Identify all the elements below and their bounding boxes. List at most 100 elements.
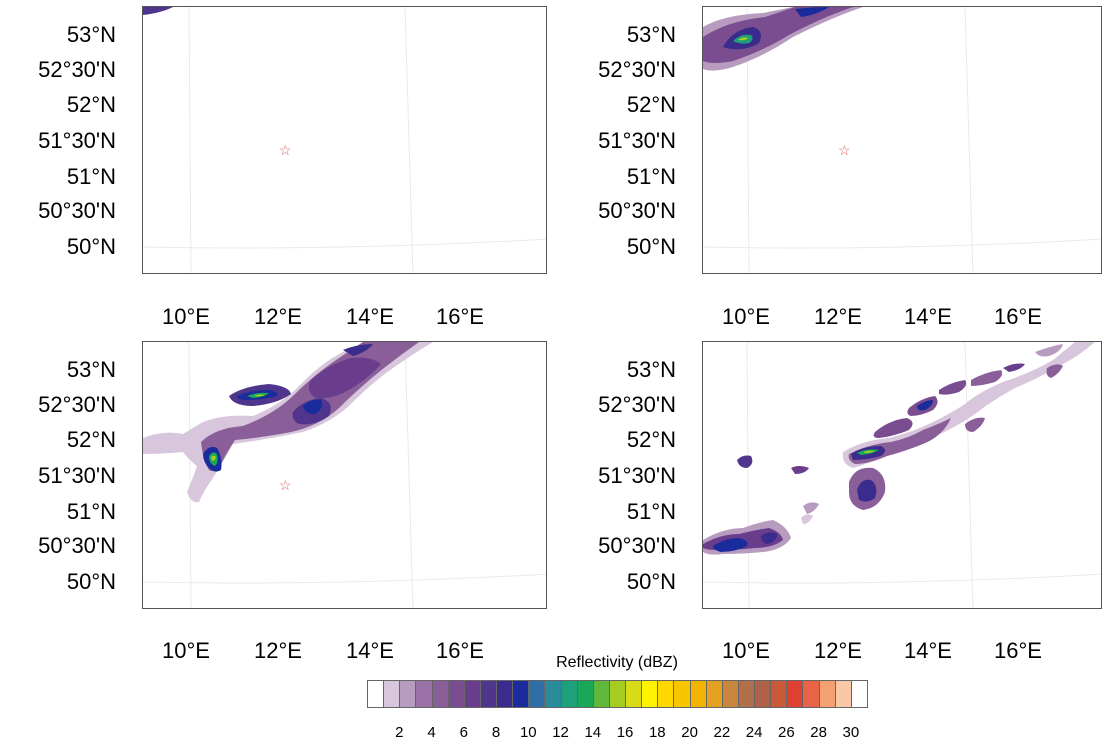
lon-label: 10°E — [162, 304, 210, 329]
graticule-line — [746, 342, 750, 608]
site-star-icon: ☆ — [279, 477, 292, 493]
reflectivity-echo — [917, 400, 933, 411]
reflectivity-echo — [761, 532, 777, 544]
reflectivity-echo — [1046, 364, 1063, 378]
lat-label: 50°N — [626, 569, 676, 594]
reflectivity-echo — [857, 479, 877, 502]
site-star-icon: ☆ — [838, 142, 851, 158]
lon-label: 10°E — [722, 638, 770, 663]
lon-label: 16°E — [994, 638, 1042, 663]
colorbar-swatch — [818, 680, 836, 708]
colorbar-tick-label: 24 — [745, 724, 763, 741]
lat-label: 52°N — [66, 427, 116, 452]
map-frame — [142, 6, 547, 274]
colorbar-swatch — [737, 680, 756, 708]
colorbar-tick-label: 20 — [681, 724, 698, 741]
colorbar-swatch — [367, 680, 385, 708]
lat-label: 50°30'N — [598, 533, 676, 558]
colorbar-swatch — [834, 680, 852, 708]
colorbar-swatch — [576, 680, 594, 708]
map-frame — [142, 341, 547, 609]
colorbar-tick-label: 16 — [616, 724, 634, 741]
reflectivity-echo — [738, 37, 748, 41]
lat-label: 51°N — [66, 499, 116, 524]
lat-label: 53°N — [626, 357, 676, 382]
lon-label: 12°E — [254, 304, 302, 329]
lat-label: 51°N — [626, 164, 676, 189]
graticule-line — [143, 573, 546, 584]
colorbar-swatch — [705, 680, 723, 708]
lat-label: 52°30'N — [38, 392, 116, 417]
reflectivity-echo — [1003, 363, 1025, 372]
graticule-line — [143, 238, 546, 249]
reflectivity-echo — [939, 380, 967, 395]
reflectivity-echo — [842, 342, 1095, 468]
lon-label: 16°E — [994, 304, 1042, 329]
reflectivity-echo — [873, 418, 913, 438]
lon-label: 12°E — [814, 638, 862, 663]
graticule-line — [703, 238, 1101, 249]
lat-label: 51°30'N — [598, 128, 676, 153]
lat-label: 52°30'N — [598, 57, 676, 82]
colorbar-swatch — [673, 680, 691, 708]
colorbar-swatch — [721, 680, 739, 708]
colorbar-swatch — [592, 680, 610, 708]
lat-label: 50°N — [66, 234, 116, 259]
lat-label: 51°N — [626, 499, 676, 524]
lat-label: 51°30'N — [598, 463, 676, 488]
colorbar-tick-label: 18 — [648, 724, 666, 741]
reflectivity-echo — [303, 399, 323, 414]
reflectivity-echo — [971, 370, 1003, 386]
colorbar-swatch — [496, 680, 514, 708]
colorbar-tick-labels: 2 4 6 8 10 12 14 16 18 20 22 24 26 28 30 — [367, 724, 867, 744]
colorbar-swatch — [415, 680, 433, 708]
colorbar-tick-label: 28 — [810, 724, 827, 741]
lon-label: 14°E — [346, 304, 394, 329]
lat-label: 51°30'N — [38, 463, 116, 488]
reflectivity-echo — [863, 450, 875, 453]
lat-label: 51°30'N — [38, 128, 116, 153]
reflectivity-echo — [255, 394, 265, 397]
lon-label: 12°E — [814, 304, 862, 329]
reflectivity-echo — [143, 7, 173, 15]
lat-label: 52°N — [626, 92, 676, 117]
reflectivity-echo — [737, 455, 753, 468]
colorbar-tick-label: 4 — [427, 724, 436, 741]
lat-label: 52°30'N — [38, 57, 116, 82]
colorbar-swatch — [608, 680, 627, 708]
colorbar-swatch — [689, 680, 707, 708]
colorbar-tick-label: 14 — [584, 724, 602, 741]
colorbar-swatch — [431, 680, 449, 708]
lon-label: 10°E — [162, 638, 210, 663]
lat-label: 50°30'N — [38, 533, 116, 558]
colorbar-swatch — [657, 680, 675, 708]
colorbar-swatch — [560, 680, 578, 708]
colorbar-swatch — [463, 680, 481, 708]
site-star-icon: ☆ — [279, 142, 292, 158]
lat-label: 52°N — [66, 92, 116, 117]
colorbar-tick-label: 30 — [842, 724, 860, 741]
colorbar-swatch — [399, 680, 417, 708]
colorbar-title: Reflectivity (dBZ) — [556, 654, 678, 671]
graticule-line — [404, 7, 414, 273]
lon-label: 16°E — [436, 304, 484, 329]
colorbar-swatch — [544, 680, 562, 708]
lat-label: 53°N — [66, 22, 116, 47]
colorbar-swatch — [786, 680, 804, 708]
map-frame — [702, 6, 1102, 274]
graticule-line — [964, 7, 974, 273]
graticule-line — [188, 342, 192, 608]
graticule-line — [188, 7, 192, 273]
colorbar-tick-label: 12 — [552, 724, 569, 741]
lat-label: 52°30'N — [598, 392, 676, 417]
reflectivity-echo — [211, 455, 216, 461]
graticule-line — [703, 573, 1101, 584]
colorbar-swatch — [625, 680, 643, 708]
map-frame — [702, 341, 1102, 609]
map-canvas — [143, 7, 546, 273]
lat-label: 50°N — [66, 569, 116, 594]
lat-label: 50°30'N — [598, 198, 676, 223]
colorbar-swatch — [850, 680, 868, 708]
lon-label: 16°E — [436, 638, 484, 663]
colorbar-swatch — [479, 680, 498, 708]
